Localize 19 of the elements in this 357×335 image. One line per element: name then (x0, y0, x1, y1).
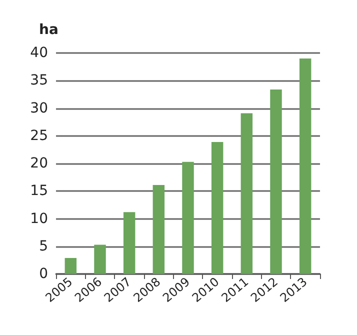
bar (299, 58, 312, 274)
y-tick-label: 20 (30, 156, 48, 172)
y-tick-label: 0 (39, 266, 48, 282)
y-tick-label: 30 (30, 100, 48, 116)
y-tick-label: 10 (30, 210, 48, 227)
y-tick-label: 40 (30, 45, 48, 61)
y-tick-label: 5 (39, 238, 48, 254)
bar (240, 113, 253, 274)
y-tick-label: 35 (30, 72, 48, 89)
y-tick-label: 15 (30, 183, 48, 200)
bar (182, 162, 194, 274)
y-tick-label: 25 (30, 128, 48, 144)
bar (152, 185, 165, 274)
bar (270, 89, 282, 274)
bar (211, 142, 224, 274)
bar (123, 212, 136, 274)
bar (94, 244, 106, 274)
y-axis-title: ha (39, 22, 58, 38)
bar (64, 258, 77, 274)
